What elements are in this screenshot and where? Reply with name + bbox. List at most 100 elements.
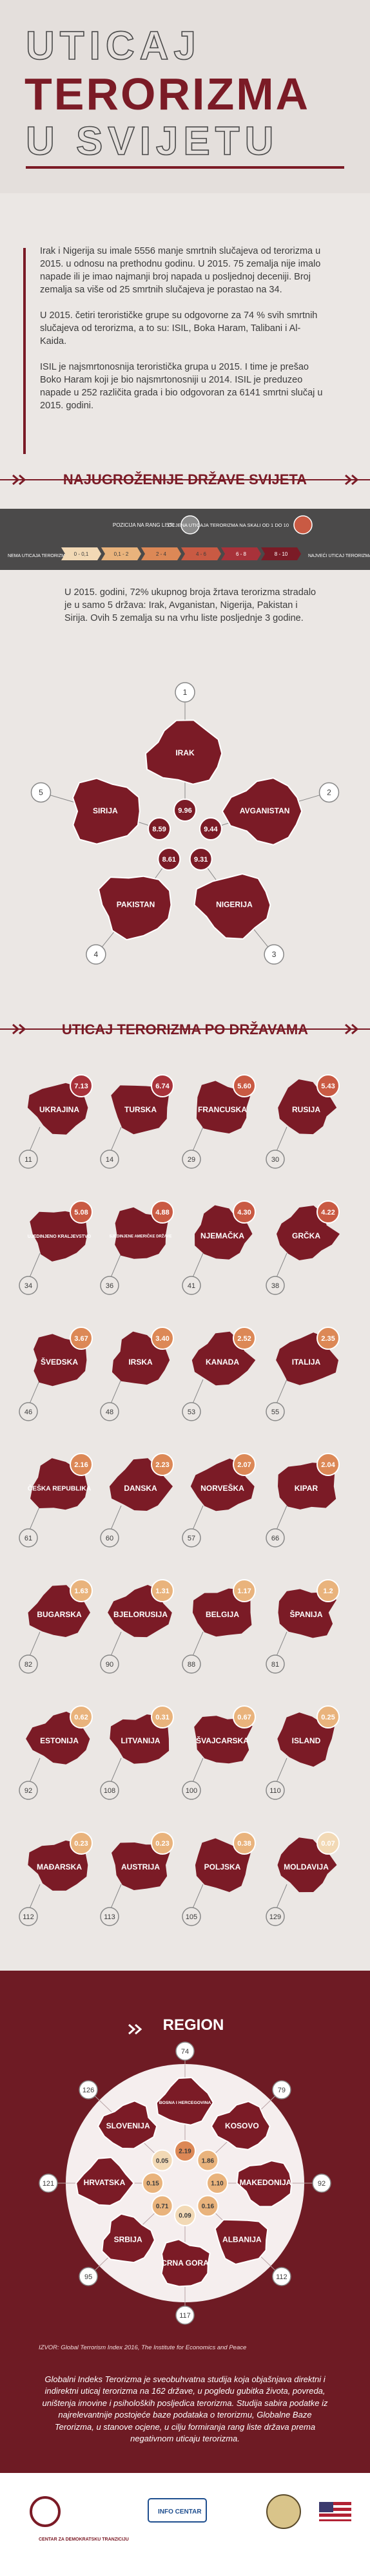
rank: 112	[276, 2273, 287, 2281]
score-badge	[157, 847, 181, 871]
score: 1.17	[237, 1587, 251, 1595]
rank-badge	[19, 1402, 38, 1421]
score: 1.31	[155, 1587, 169, 1595]
score: 2.23	[155, 1461, 169, 1469]
rank: 3	[272, 950, 277, 959]
connector	[191, 1379, 204, 1407]
score: 3.67	[74, 1335, 88, 1343]
rank-badge	[175, 682, 195, 703]
score: 2.35	[321, 1335, 335, 1343]
paragraph: U 2015. četiri terorističke grupe su odg…	[40, 310, 318, 346]
connector	[28, 1505, 41, 1533]
rank: 92	[318, 2180, 326, 2188]
connector	[275, 1884, 287, 1912]
rank: 5	[39, 788, 43, 797]
rank-badge	[30, 782, 52, 803]
country-name: ITALIJA	[292, 1358, 321, 1367]
rank-badge	[272, 2267, 291, 2286]
legend-rank-sample	[180, 515, 200, 535]
score-badge	[70, 1327, 93, 1350]
rank-badge	[182, 1150, 201, 1169]
title-line: U SVIJETU	[26, 119, 278, 164]
score-badge	[173, 799, 197, 822]
country-shape	[210, 2101, 271, 2150]
rank: 105	[186, 1913, 197, 1921]
rank-badge	[266, 1528, 285, 1548]
country-name: NORVEŠKA	[200, 1483, 244, 1493]
score-badge	[197, 2149, 219, 2172]
legend-label: POZICIJA NA RANG LISTI	[113, 522, 174, 528]
score: 2.16	[74, 1461, 88, 1469]
legend-score-sample	[293, 515, 313, 535]
rank: 29	[188, 1156, 195, 1164]
title-line: UTICAJ	[26, 24, 201, 68]
connector	[28, 1631, 41, 1660]
rank-badge	[19, 1528, 38, 1548]
score-badge	[151, 1453, 174, 1476]
rank: 117	[179, 2312, 191, 2320]
rank: 79	[278, 2087, 286, 2094]
score: 4.30	[237, 1209, 251, 1217]
source: IZVOR: Global Terrorism Index 2016, The …	[39, 2344, 247, 2351]
rank-badge	[318, 782, 340, 803]
connector	[191, 1126, 204, 1155]
legend-bin	[221, 547, 261, 560]
rank-badge	[182, 1276, 201, 1295]
rank: 30	[271, 1156, 279, 1164]
score: 0.23	[74, 1840, 88, 1848]
legend-bin-label: 0,1 - 2	[114, 551, 129, 557]
country-shape	[30, 1211, 88, 1262]
score: 0.67	[237, 1714, 251, 1721]
score-badge	[233, 1200, 256, 1224]
rank: 113	[104, 1913, 115, 1921]
rank-badge	[182, 1907, 201, 1926]
rank-badge	[272, 2080, 291, 2099]
rank: 74	[181, 2048, 189, 2056]
rank: 66	[271, 1535, 279, 1542]
rank-badge	[100, 1150, 119, 1169]
score-badge	[233, 1832, 256, 1855]
rank: 14	[106, 1156, 113, 1164]
country-shape	[101, 2213, 155, 2264]
seal	[266, 2494, 301, 2529]
connector	[28, 1126, 41, 1155]
country-shape	[214, 2219, 269, 2266]
score: 0.38	[237, 1840, 251, 1848]
country-shape	[72, 777, 141, 845]
score: 6.74	[155, 1083, 170, 1090]
rank-badge	[175, 2306, 195, 2325]
connector	[109, 1126, 122, 1155]
flag-stripe	[319, 2505, 351, 2508]
legend-label: OCJENA UTICAJA TERORIZMA NA SKALI OD 1 D…	[168, 522, 289, 528]
rank-badge	[79, 2267, 98, 2286]
description: Globalni Indeks Terorizma je sveobuhvatn…	[42, 2374, 328, 2444]
paragraph: ISIL je najsmrtonosnija teroristička gru…	[40, 362, 323, 411]
rank: 53	[188, 1408, 195, 1416]
country-shape	[112, 1842, 170, 1890]
connector	[191, 1253, 204, 1281]
score: 0.71	[156, 2203, 169, 2210]
score-badge	[151, 1832, 174, 1855]
score-badge	[151, 1074, 174, 1097]
rank-badge	[19, 1781, 38, 1800]
rank-badge	[19, 1150, 38, 1169]
country-name: SJEDINJENE AMERIČKE DRŽAVE	[110, 1234, 172, 1239]
rank: 126	[83, 2087, 94, 2094]
chevrons	[12, 1023, 359, 1035]
country-name: RUSIJA	[292, 1105, 320, 1114]
chevrons	[12, 474, 359, 486]
score-badge	[233, 1074, 256, 1097]
score-badge	[151, 1327, 174, 1350]
connector	[109, 1757, 122, 1786]
country-shape	[278, 1463, 336, 1510]
country-shape	[144, 719, 223, 785]
country-name: AVGANISTAN	[240, 806, 290, 815]
country-name: TURSKA	[124, 1105, 157, 1114]
rank: 48	[106, 1408, 113, 1416]
country-shape	[97, 2100, 158, 2150]
score: 4.22	[321, 1209, 335, 1217]
section-heading: REGION	[163, 2016, 224, 2034]
legend-bin-label: 2 - 4	[156, 551, 167, 557]
